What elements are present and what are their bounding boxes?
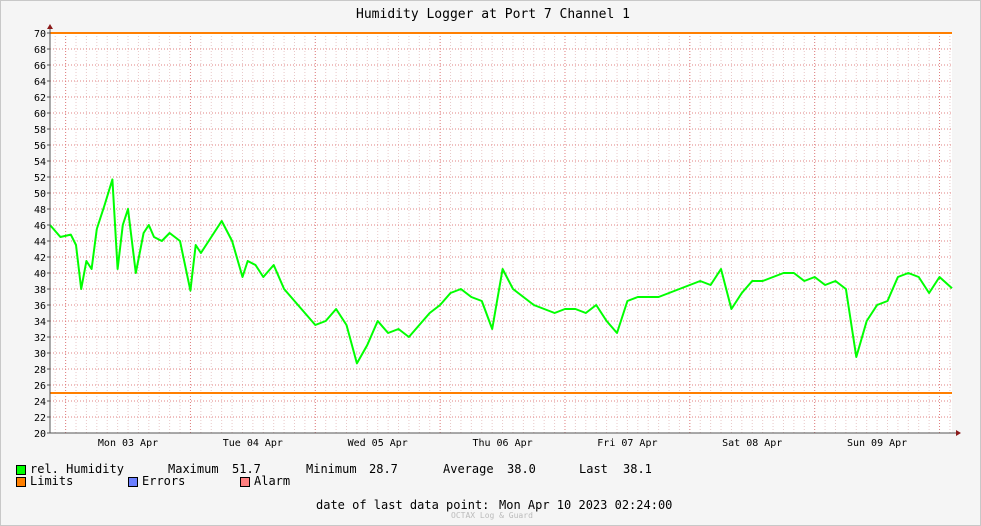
y-tick-label: 56 [34,141,46,152]
x-axis-arrow [956,430,961,436]
last-label: Last [579,462,608,476]
minimum-label: Minimum [306,462,357,476]
y-tick-label: 42 [34,253,46,264]
y-tick-label: 44 [34,237,46,248]
alarm-swatch [240,477,250,487]
minimum-value: 28.7 [369,462,398,476]
y-tick-label: 22 [34,413,46,424]
y-tick-label: 34 [34,317,46,328]
y-tick-label: 66 [34,61,46,72]
x-tick-label: Wed 05 Apr [348,438,408,449]
maximum-label: Maximum [168,462,219,476]
x-tick-label: Fri 07 Apr [597,438,657,449]
legend-limits-label: Limits [30,474,74,488]
y-tick-label: 50 [34,189,46,200]
y-tick-label: 26 [34,381,46,392]
y-tick-label: 58 [34,125,46,136]
y-tick-label: 68 [34,45,46,56]
x-tick-label: Sun 09 Apr [847,438,907,449]
limit-lines [50,32,952,394]
last-value: 38.1 [623,462,652,476]
y-tick-label: 52 [34,173,46,184]
limits-swatch [16,477,26,487]
y-tick-label: 60 [34,109,46,120]
average-value: 38.0 [507,462,536,476]
y-tick-label: 48 [34,205,46,216]
grid [50,32,952,434]
y-tick-label: 28 [34,365,46,376]
humidity-series-line [49,178,953,365]
y-tick-label: 24 [34,397,46,408]
y-tick-label: 70 [34,29,46,40]
y-tick-label: 36 [34,301,46,312]
maximum-value: 51.7 [232,462,261,476]
x-tick-label: Mon 03 Apr [98,438,158,449]
legend-alarm-label: Alarm [254,474,291,488]
y-tick-label: 64 [34,77,46,88]
y-tick-label: 30 [34,349,46,360]
y-tick-label: 62 [34,93,46,104]
humidity-swatch [16,465,26,475]
chart-title: Humidity Logger at Port 7 Channel 1 [356,7,630,22]
last-point-label: date of last data point: [316,498,490,512]
x-tick-label: Tue 04 Apr [223,438,283,449]
x-axis-ticks: Mon 03 Apr Tue 04 Apr Wed 05 Apr Thu 06 Apr… [98,438,907,449]
legend-humidity-label: rel. Humidity [30,462,124,476]
y-tick-label: 32 [34,333,46,344]
average-label: Average [443,462,494,476]
axes [47,24,961,436]
watermark: OCTAX Log & Guard [451,511,533,520]
series-layer [49,178,953,365]
y-tick-label: 20 [34,429,46,440]
y-tick-label: 46 [34,221,46,232]
y-axis-ticks: 20 22 24 26 28 30 32 34 36 38 40 42 44 46 48 50 52 54 56 58… [34,29,50,440]
last-point-value: Mon Apr 10 2023 02:24:00 [499,498,673,512]
y-tick-label: 40 [34,269,46,280]
x-tick-label: Thu 06 Apr [472,438,532,449]
y-axis-arrow [47,24,53,29]
x-tick-label: Sat 08 Apr [722,438,782,449]
plot-area [50,33,952,433]
legend-errors-label: Errors [142,474,186,488]
errors-swatch [128,477,138,487]
y-tick-label: 38 [34,285,46,296]
y-tick-label: 54 [34,157,46,168]
